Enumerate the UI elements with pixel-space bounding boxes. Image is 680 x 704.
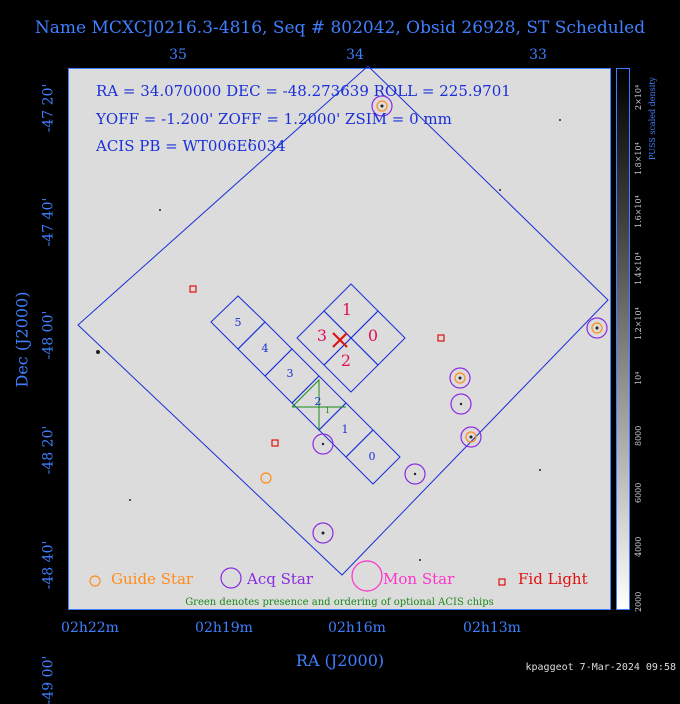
optional-chip-order: 1: [325, 406, 330, 415]
acis-i-chip-3: [296, 310, 352, 366]
guide-stars: [260, 100, 603, 484]
chip-label-i2: 2: [341, 351, 351, 370]
optional-chip-marker: [291, 378, 346, 430]
cb-tick-10e4: 10⁴: [634, 371, 643, 385]
legend-acq-icon: [220, 567, 242, 589]
chip-label-s4: 4: [262, 342, 269, 355]
top-tick-35: 35: [169, 47, 187, 63]
star-dots: [96, 104, 599, 561]
chip-label-s5: 5: [235, 316, 242, 329]
acis-s-chips: [210, 295, 401, 485]
cb-tick-1.6e4: 1.6×10⁴: [634, 195, 643, 228]
optional-chips-note: Green denotes presence and ordering of o…: [185, 597, 494, 608]
cb-tick-1.2e4: 1.2×10⁴: [634, 307, 643, 340]
acq-stars: [312, 95, 608, 544]
bottom-tick-0213: 02h13m: [463, 620, 521, 636]
overlay-diagram: 5 4 3 2 1 0 1 1 3 0 2: [77, 65, 609, 592]
acis-s-chip-0: [345, 429, 401, 485]
cb-tick-1.4e4: 1.4×10⁴: [634, 252, 643, 285]
colorbar-label: PUSS scaled density: [648, 76, 657, 160]
chip-label-s3: 3: [287, 367, 294, 380]
acis-i-chips: [296, 283, 406, 393]
cb-tick-2000: 2000: [634, 591, 643, 612]
legend-guide-icon: [89, 575, 101, 587]
colorbar: [616, 68, 630, 610]
bottom-tick-0222: 02h22m: [61, 620, 119, 636]
legend-acq-label: Acq Star: [247, 570, 314, 588]
bottom-tick-0216: 02h16m: [328, 620, 386, 636]
chart-title: Name MCXCJ0216.3-4816, Seq # 802042, Obs…: [34, 18, 646, 38]
cb-tick-4000: 4000: [634, 536, 643, 557]
x-axis-label: RA (J2000): [295, 651, 385, 670]
cb-tick-2e4: 2×10⁴: [634, 84, 643, 110]
fid-lights: [189, 285, 445, 447]
chip-label-i0: 0: [368, 326, 378, 345]
cb-tick-6000: 6000: [634, 482, 643, 503]
chip-label-i1: 1: [342, 300, 352, 319]
top-tick-34: 34: [346, 47, 364, 63]
footer-credit: kpaggeot 7-Mar-2024 09:58: [525, 662, 676, 673]
legend-mon-icon: [351, 560, 383, 592]
chip-label-s2: 2: [315, 395, 322, 408]
chip-label-s1: 1: [342, 423, 349, 436]
legend-fid-label: Fid Light: [518, 570, 588, 588]
chip-label-s0: 0: [369, 450, 376, 463]
cb-tick-8000: 8000: [634, 425, 643, 446]
legend-guide-label: Guide Star: [111, 570, 194, 588]
fov-outline: [77, 65, 609, 576]
legend-mon-label: Mon Star: [383, 570, 455, 588]
info-line-3: ACIS PB = WT006E6034: [96, 137, 286, 155]
top-tick-33: 33: [529, 47, 547, 63]
chip-label-i3: 3: [317, 326, 327, 345]
legend-fid-icon: [498, 578, 506, 586]
info-line-2: YOFF = -1.200' ZOFF = 1.2000' ZSIM = 0 m…: [96, 110, 452, 128]
bottom-tick-0219: 02h19m: [195, 620, 253, 636]
pointing-center-icon: [332, 332, 348, 348]
cb-tick-1.8e4: 1.8×10⁴: [634, 142, 643, 175]
info-line-1: RA = 34.070000 DEC = -48.273639 ROLL = 2…: [96, 82, 511, 100]
